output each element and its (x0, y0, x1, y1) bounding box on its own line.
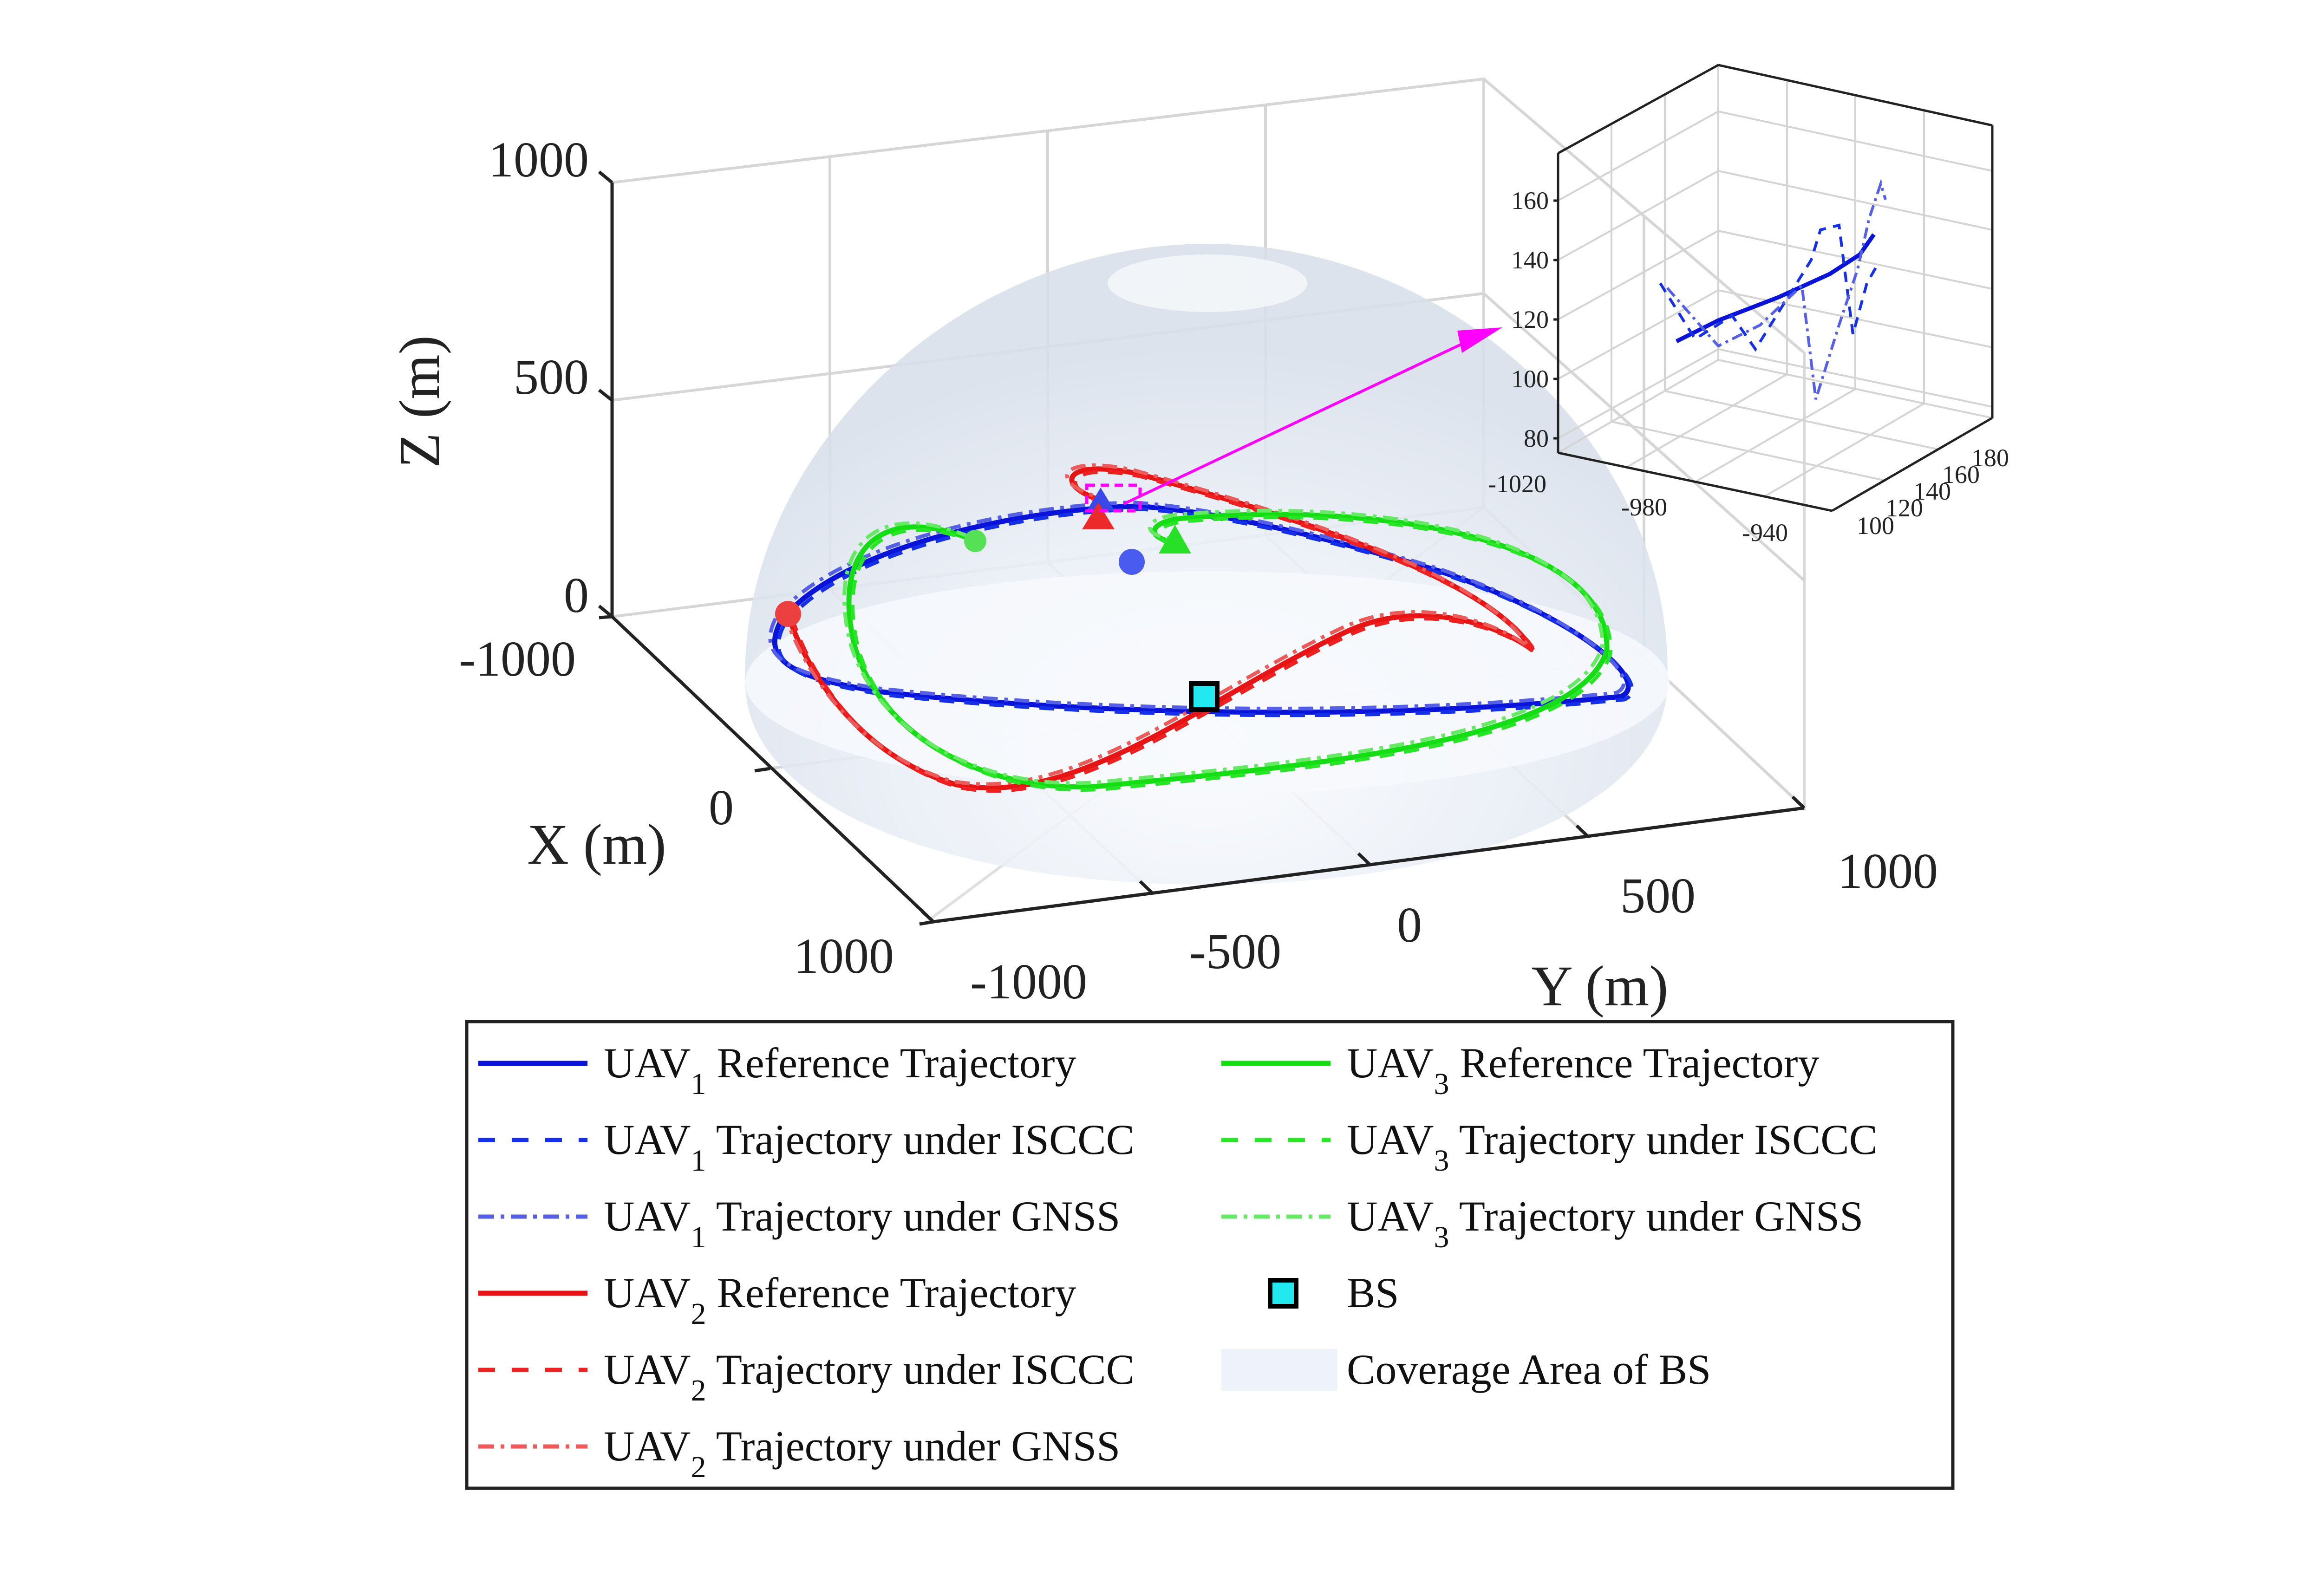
inset-z-tick-label: 140 (1511, 246, 1549, 274)
inset-y-tick-labels: 100 120 140 160 180 (1857, 444, 2009, 540)
legend-swatch (1268, 1278, 1298, 1309)
uav3-dashed-trajectory (851, 515, 1613, 792)
legend-entry: UAV1 Reference Trajectory (478, 1039, 1076, 1101)
x-tick-label: 1000 (794, 929, 894, 984)
uav2-dashed-trajectory (790, 470, 1538, 793)
legend-box (465, 1020, 1955, 1490)
inset-z-tick-label: 80 (1524, 424, 1549, 452)
legend-label: UAV1 Trajectory under GNSS (604, 1192, 1120, 1254)
x-tick-label: -1000 (459, 632, 576, 687)
z-tick-labels: 1000 500 0 (489, 132, 589, 623)
zoom-region-box (1085, 483, 1142, 513)
legend-label: UAV3 Reference Trajectory (1347, 1039, 1819, 1101)
uav2-end-marker (1082, 502, 1115, 529)
legend-entry: Coverage Area of BS (1221, 1346, 1711, 1393)
z-tick-label: 1000 (489, 132, 589, 188)
coverage-area-hemisphere (745, 244, 1670, 885)
bs-marker (1189, 681, 1220, 712)
legend-label: UAV2 Trajectory under GNSS (604, 1422, 1120, 1484)
inset-y-tick-label: 160 (1942, 461, 1980, 489)
uav2-start-marker (775, 601, 801, 627)
y-tick-label: -500 (1189, 924, 1281, 979)
legend-entry: UAV2 Trajectory under GNSS (478, 1422, 1120, 1484)
inset-grid (1557, 64, 1993, 498)
inset-y-tick-label: 140 (1913, 477, 1951, 505)
uav3-start-marker (964, 530, 986, 552)
y-tick-label: -1000 (970, 954, 1087, 1010)
inset-x-tick-label: -1020 (1488, 470, 1546, 498)
zoom-arrow-line (1123, 340, 1468, 505)
legend-entry: UAV1 Trajectory under ISCCC (478, 1116, 1135, 1178)
legend-swatch (1221, 1349, 1337, 1391)
legend-label: UAV2 Trajectory under ISCCC (604, 1346, 1135, 1407)
uav3-dashdot-trajectory (842, 508, 1605, 785)
inset-y-tick-label: 180 (1971, 444, 2009, 472)
uav3-solid-trajectory (846, 512, 1610, 790)
legend-label: UAV1 Reference Trajectory (604, 1039, 1076, 1101)
z-axis-label: Z (m) (388, 335, 451, 468)
inset-axes: 160 140 120 100 80 -1020 -980 -940 100 1… (1488, 64, 2009, 547)
main-axes-lines (598, 170, 1806, 926)
marker-layer (775, 327, 1502, 712)
y-tick-label: 1000 (1838, 844, 1938, 899)
inset-z-tick-label: 160 (1511, 187, 1549, 215)
legend-label: Coverage Area of BS (1347, 1346, 1711, 1393)
uav3-end-marker (1159, 525, 1191, 554)
inset-x-tick-label: -980 (1621, 493, 1667, 521)
inset-y-tick-label: 100 (1857, 512, 1894, 540)
inset-z-tick-labels: 160 140 120 100 80 (1511, 187, 1549, 452)
legend-entry: UAV3 Trajectory under ISCCC (1221, 1116, 1878, 1178)
x-tick-label: 0 (709, 780, 734, 835)
inset-dashed-trajectory (1659, 223, 1878, 352)
x-axis-label: X (m) (527, 813, 666, 876)
legend-label: UAV2 Reference Trajectory (604, 1269, 1076, 1331)
legend-label: UAV1 Trajectory under ISCCC (604, 1116, 1135, 1178)
x-tick-labels: -1000 0 1000 (459, 632, 894, 984)
inset-solid-trajectory (1675, 233, 1876, 344)
legend-entry: BS (1268, 1269, 1399, 1316)
legend: UAV1 Reference Trajectory UAV1 Trajectory… (465, 1020, 1955, 1490)
uav1-end-marker (1087, 488, 1115, 511)
y-axis-label: Y (m) (1532, 954, 1669, 1018)
inset-dashdot-trajectory (1666, 178, 1887, 400)
inset-z-tick-label: 120 (1511, 306, 1549, 333)
legend-entry: UAV3 Reference Trajectory (1221, 1039, 1819, 1101)
zoom-arrowhead (1457, 327, 1502, 353)
legend-entry: UAV1 Trajectory under GNSS (478, 1192, 1120, 1254)
inset-x-tick-label: -940 (1742, 519, 1788, 547)
legend-label: UAV3 Trajectory under ISCCC (1347, 1116, 1878, 1178)
legend-entry: UAV2 Trajectory under ISCCC (478, 1346, 1135, 1407)
z-tick-label: 500 (514, 350, 589, 405)
uav2-dashdot-trajectory (782, 463, 1530, 786)
y-tick-label: 0 (1397, 898, 1422, 953)
legend-label: BS (1347, 1269, 1399, 1316)
inset-y-tick-label: 120 (1885, 494, 1923, 522)
legend-entry: UAV3 Trajectory under GNSS (1221, 1192, 1863, 1254)
inset-x-tick-labels: -1020 -980 -940 (1488, 470, 1788, 547)
z-tick-label: 0 (564, 568, 589, 623)
inset-trajectory-layer (1659, 178, 1887, 400)
legend-entry: UAV2 Reference Trajectory (478, 1269, 1076, 1331)
inset-axis-lines (1553, 64, 1994, 512)
y-tick-label: 500 (1620, 868, 1696, 924)
inset-z-tick-label: 100 (1511, 365, 1549, 393)
uav1-start-marker (1119, 549, 1145, 575)
y-tick-labels: -1000 -500 0 500 1000 (970, 844, 1938, 1010)
trajectory-layer (768, 463, 1634, 793)
legend-label: UAV3 Trajectory under GNSS (1347, 1192, 1863, 1254)
